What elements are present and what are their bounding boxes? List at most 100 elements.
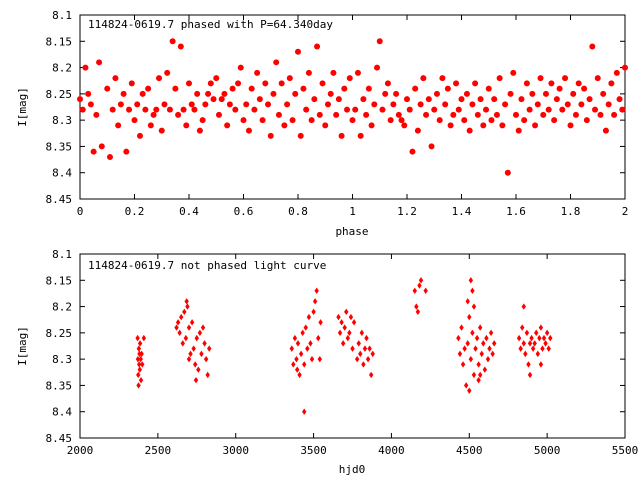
data-point: [189, 319, 195, 326]
data-point: [335, 96, 342, 103]
data-point: [221, 90, 228, 97]
data-point: [306, 313, 312, 321]
data-point: [535, 350, 540, 358]
data-point: [433, 90, 440, 97]
data-point: [379, 106, 386, 113]
data-point: [153, 106, 160, 113]
data-point: [138, 376, 144, 384]
data-point: [240, 117, 247, 124]
data-point: [120, 90, 127, 97]
data-point: [186, 355, 192, 363]
data-point: [194, 90, 201, 97]
data-point: [345, 334, 351, 342]
data-point: [387, 117, 394, 124]
data-point: [541, 334, 547, 342]
data-point: [521, 340, 526, 347]
data-point: [298, 350, 304, 358]
data-point: [237, 64, 244, 71]
data-point: [567, 122, 574, 129]
data-point: [191, 345, 196, 352]
data-point: [487, 345, 492, 352]
data-point: [340, 340, 346, 347]
unphased-plot-panel: 114824-0619.7 not phased light curve I[m…: [16, 248, 638, 476]
data-point: [460, 361, 466, 368]
data-point: [537, 75, 544, 82]
data-point: [284, 101, 291, 108]
data-point: [336, 313, 341, 321]
y-tick-label: 8.1: [52, 248, 72, 261]
data-point: [354, 355, 360, 363]
data-point: [361, 361, 366, 368]
data-point: [465, 298, 470, 305]
data-point: [556, 85, 563, 92]
y-tick-label: 8.35: [46, 379, 73, 392]
data-point: [270, 90, 277, 97]
phased-plot-panel: 114824-0619.7 phased with P=64.340day I[…: [16, 9, 628, 238]
data-point: [418, 277, 424, 284]
data-point: [188, 101, 195, 108]
data-point: [382, 90, 389, 97]
data-point: [423, 111, 430, 118]
data-point: [351, 319, 357, 326]
data-point: [354, 69, 361, 76]
data-point: [496, 75, 503, 82]
data-point: [229, 85, 236, 92]
y-tick-label: 8.45: [46, 432, 73, 445]
data-point: [453, 80, 460, 87]
data-point: [186, 324, 192, 331]
data-point: [112, 75, 119, 82]
data-point: [592, 106, 599, 113]
data-point: [368, 122, 375, 129]
data-point: [292, 90, 299, 97]
data-point: [530, 345, 536, 352]
data-point: [485, 355, 491, 363]
data-point: [527, 371, 533, 379]
data-point: [324, 101, 331, 108]
data-point: [463, 382, 469, 389]
data-point: [488, 117, 495, 124]
data-point: [193, 361, 198, 368]
data-point: [543, 340, 548, 347]
x-tick-label: 1: [349, 205, 356, 218]
data-point: [289, 345, 294, 352]
data-point: [425, 96, 432, 103]
x-tick-label: 4000: [378, 444, 405, 457]
y-tick-label: 8.15: [46, 274, 73, 287]
data-point: [622, 64, 628, 71]
data-point: [314, 287, 319, 294]
data-point: [504, 169, 511, 176]
data-point: [483, 106, 490, 113]
data-point: [126, 106, 133, 113]
data-point: [349, 117, 356, 124]
data-point: [305, 345, 310, 352]
data-point: [136, 345, 142, 352]
data-point: [473, 345, 478, 352]
unphased-plot-title: 114824-0619.7 not phased light curve: [88, 259, 326, 272]
phased-plot-frame: [79, 14, 626, 200]
data-point: [600, 90, 607, 97]
data-point: [616, 96, 623, 103]
data-point: [141, 334, 147, 342]
data-point: [398, 117, 405, 124]
data-point: [581, 85, 588, 92]
data-point: [294, 355, 299, 363]
data-point: [360, 96, 367, 103]
data-point: [158, 127, 165, 134]
data-point: [476, 376, 481, 384]
unphased-plot-frame: [79, 253, 626, 439]
data-point: [186, 80, 192, 87]
data-point: [213, 75, 220, 82]
data-point: [85, 90, 92, 97]
data-point: [140, 361, 145, 368]
data-point: [218, 96, 225, 103]
data-point: [468, 355, 474, 363]
unphased-plot-ylabel: I[mag]: [16, 326, 29, 366]
data-point: [538, 361, 544, 368]
data-point: [145, 85, 152, 92]
data-point: [470, 287, 475, 294]
data-point: [542, 90, 549, 97]
data-point: [459, 324, 464, 331]
data-point: [139, 350, 144, 358]
data-point: [338, 132, 345, 139]
data-point: [138, 355, 143, 363]
